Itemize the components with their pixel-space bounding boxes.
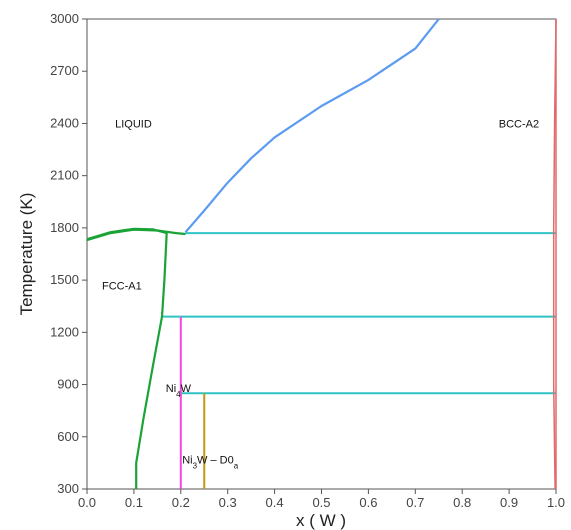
x-tick-label: 0.7 <box>406 495 424 510</box>
region-labels: LIQUID BCC-A2 FCC-A1 Ni4W Ni3W – D0a <box>102 118 539 469</box>
y-tick-label: 1500 <box>50 272 79 287</box>
y-tick-label: 2100 <box>50 168 79 183</box>
y-tick-label: 300 <box>57 481 79 496</box>
phase-boundary-bcc_solidus <box>552 18 557 490</box>
y-tick-label: 1800 <box>50 220 79 235</box>
x-tick-label: 0.3 <box>219 495 237 510</box>
y-tick-label: 2700 <box>50 63 79 78</box>
x-tick-label: 0.0 <box>78 495 96 510</box>
plot-area <box>86 18 557 490</box>
x-tick-label: 0.5 <box>312 495 330 510</box>
y-axis-title: Temperature (K) <box>17 193 36 316</box>
x-tick-label: 0.4 <box>266 495 284 510</box>
x-tick-label: 0.8 <box>453 495 471 510</box>
x-axis-title: x ( W ) <box>296 511 346 530</box>
phase-boundary-bcc_liquidus <box>184 18 440 233</box>
x-tick-label: 1.0 <box>547 495 565 510</box>
region-label-ni3w: Ni3W – D0a <box>182 454 239 470</box>
y-tick-label: 600 <box>57 429 79 444</box>
region-label-fcc: FCC-A1 <box>102 280 142 292</box>
y-tick-label: 2400 <box>50 115 79 130</box>
y-axis: 300 600 900 1200 1500 1800 2100 2400 2700 3000 <box>50 11 87 496</box>
y-tick-label: 900 <box>57 377 79 392</box>
phase-boundary-fcc_solidus <box>86 227 167 241</box>
x-tick-label: 0.1 <box>125 495 143 510</box>
region-label-ni4w: Ni4W <box>166 383 192 399</box>
phase-boundary-fcc_solvus <box>135 233 168 489</box>
y-tick-label: 3000 <box>50 11 79 26</box>
x-tick-label: 0.6 <box>359 495 377 510</box>
x-axis: 0.0 0.1 0.2 0.3 0.4 0.5 0.6 0.7 0.8 0.9 1.0 <box>78 489 565 510</box>
x-tick-label: 0.9 <box>500 495 518 510</box>
region-label-bcc: BCC-A2 <box>499 118 539 130</box>
x-tick-label: 0.2 <box>172 495 190 510</box>
region-label-liquid: LIQUID <box>115 118 152 130</box>
phase-boundaries <box>86 18 557 490</box>
y-tick-label: 1200 <box>50 324 79 339</box>
